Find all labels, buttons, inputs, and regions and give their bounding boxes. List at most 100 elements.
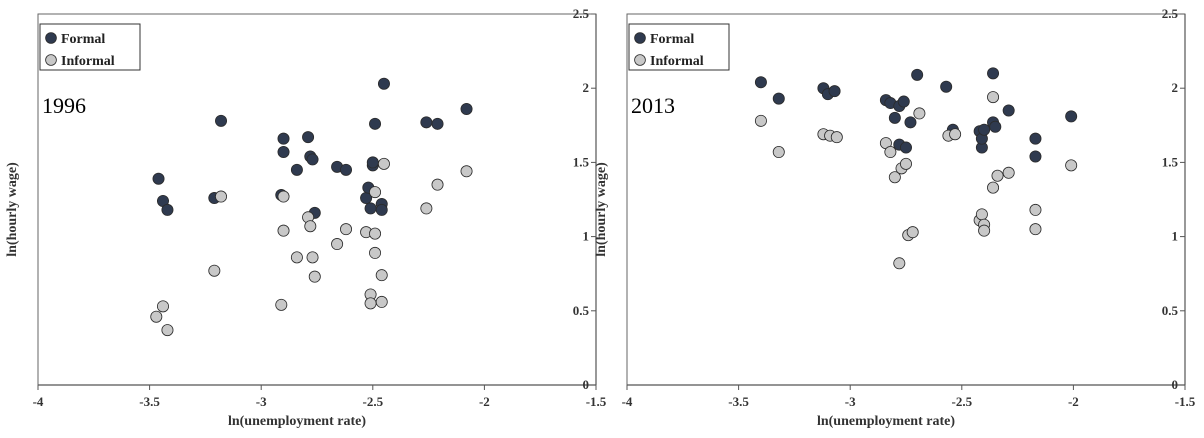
x-tick-label: -4 bbox=[622, 394, 633, 409]
data-point-formal bbox=[900, 141, 913, 154]
data-point-informal bbox=[306, 251, 319, 264]
data-point-informal bbox=[377, 157, 390, 170]
data-point-informal bbox=[893, 257, 906, 270]
data-point-formal bbox=[828, 85, 841, 98]
legend-box bbox=[39, 23, 141, 71]
data-point-formal bbox=[161, 203, 174, 216]
data-point-informal bbox=[949, 128, 962, 141]
data-point-informal bbox=[340, 223, 353, 236]
data-point-formal bbox=[277, 146, 290, 159]
y-tick-label: 0 bbox=[1172, 377, 1179, 392]
data-point-formal bbox=[904, 116, 917, 129]
data-point-informal bbox=[1065, 159, 1078, 172]
x-tick-label: -4 bbox=[33, 394, 44, 409]
data-point-formal bbox=[431, 117, 444, 130]
data-point-formal bbox=[1065, 110, 1078, 123]
data-point-formal bbox=[364, 202, 377, 215]
data-point-informal bbox=[975, 208, 988, 221]
legend-label: Informal bbox=[61, 54, 115, 69]
data-point-informal bbox=[987, 91, 1000, 104]
data-point-formal bbox=[377, 77, 390, 90]
data-point-informal bbox=[772, 146, 785, 159]
data-point-informal bbox=[1002, 166, 1015, 179]
x-axis-label: ln(unemployment rate) bbox=[817, 414, 955, 429]
x-tick-label: -2 bbox=[479, 394, 490, 409]
data-point-informal bbox=[1029, 223, 1042, 236]
data-point-formal bbox=[940, 80, 953, 93]
data-point-informal bbox=[830, 131, 843, 144]
data-point-formal bbox=[911, 68, 924, 81]
legend: Formal Informal bbox=[39, 23, 141, 71]
data-point-informal bbox=[900, 157, 913, 170]
x-tick-label: -1.5 bbox=[586, 394, 607, 409]
data-point-informal bbox=[369, 186, 382, 199]
legend-label: Formal bbox=[650, 32, 694, 47]
y-tick-label: 1.5 bbox=[573, 154, 590, 169]
data-point-formal bbox=[460, 102, 473, 115]
data-point-informal bbox=[754, 114, 767, 127]
data-point-informal bbox=[375, 269, 388, 282]
data-point-informal bbox=[277, 224, 290, 237]
data-point-formal bbox=[1002, 104, 1015, 117]
data-point-informal bbox=[888, 171, 901, 184]
series-formal bbox=[152, 77, 473, 219]
data-point-formal bbox=[290, 163, 303, 176]
data-point-informal bbox=[913, 107, 926, 120]
data-point-informal bbox=[1029, 203, 1042, 216]
data-point-formal bbox=[888, 111, 901, 124]
x-tick-label: -3.5 bbox=[728, 394, 749, 409]
data-point-formal bbox=[340, 163, 353, 176]
data-point-informal bbox=[304, 220, 317, 233]
legend-marker bbox=[45, 32, 57, 44]
y-tick-label: 2 bbox=[583, 80, 590, 95]
data-point-informal bbox=[369, 246, 382, 259]
legend: Formal Informal bbox=[628, 23, 730, 71]
data-point-informal bbox=[431, 178, 444, 191]
y-axis-label: ln(hourly wage) bbox=[594, 162, 609, 257]
data-point-informal bbox=[978, 224, 991, 237]
data-point-informal bbox=[290, 251, 303, 264]
y-tick-label: 0 bbox=[583, 377, 590, 392]
year-annotation: 1996 bbox=[42, 93, 86, 118]
data-point-informal bbox=[364, 297, 377, 310]
y-tick-label: 2.5 bbox=[573, 6, 590, 21]
data-point-informal bbox=[150, 310, 163, 323]
data-point-formal bbox=[306, 153, 319, 166]
y-tick-label: 1 bbox=[583, 229, 590, 244]
data-point-informal bbox=[460, 165, 473, 178]
data-point-informal bbox=[991, 169, 1004, 182]
data-point-informal bbox=[420, 202, 433, 215]
x-tick-label: -1.5 bbox=[1175, 394, 1196, 409]
data-point-formal bbox=[989, 120, 1002, 133]
data-point-formal bbox=[215, 114, 228, 127]
data-point-formal bbox=[754, 76, 767, 89]
chart-panel-2013: -4 -3.5 -3 -2.5 -2 -1.5 0 0.5 1 1.5 2 2.5 ln(unemplo… bbox=[594, 6, 1196, 429]
chart-panel-1996: -4 -3.5 -3 -2.5 -2 -1.5 0 0.5 1 1.5 2 2.5 ln(unemplo… bbox=[5, 6, 607, 429]
data-point-formal bbox=[302, 131, 315, 144]
data-point-formal bbox=[277, 132, 290, 145]
data-point-informal bbox=[308, 270, 321, 283]
data-point-informal bbox=[277, 190, 290, 203]
y-tick-label: 2.5 bbox=[1162, 6, 1179, 21]
data-point-formal bbox=[1029, 132, 1042, 145]
y-tick-label: 2 bbox=[1172, 80, 1179, 95]
legend-label: Formal bbox=[61, 32, 105, 47]
y-tick-label: 1 bbox=[1172, 229, 1179, 244]
x-tick-label: -2 bbox=[1068, 394, 1079, 409]
x-tick-label: -3 bbox=[845, 394, 856, 409]
data-point-informal bbox=[208, 264, 221, 277]
data-point-informal bbox=[884, 146, 897, 159]
data-point-formal bbox=[366, 156, 379, 169]
data-point-formal bbox=[978, 123, 991, 136]
data-point-formal bbox=[772, 92, 785, 105]
series-informal bbox=[754, 91, 1078, 270]
y-tick-label: 1.5 bbox=[1162, 154, 1179, 169]
data-point-informal bbox=[369, 227, 382, 240]
data-point-informal bbox=[275, 298, 288, 311]
legend-box bbox=[628, 23, 730, 71]
data-point-informal bbox=[375, 295, 388, 308]
legend-label: Informal bbox=[650, 54, 704, 69]
legend-marker bbox=[634, 54, 646, 66]
data-point-formal bbox=[897, 95, 910, 108]
